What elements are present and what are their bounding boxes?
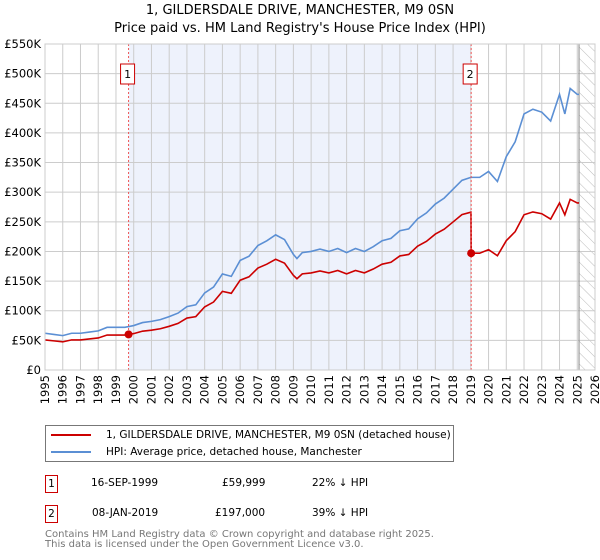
sale-row-2: 2 08-JAN-2019 £197,000 39% ↓ HPI <box>45 505 465 523</box>
legend: 1, GILDERSDALE DRIVE, MANCHESTER, M9 0SN… <box>45 425 454 462</box>
footer: Contains HM Land Registry data © Crown c… <box>45 530 434 550</box>
x-tick-label: 2026 <box>588 375 600 404</box>
price-chart: 1995 1996 1997 1998 1999 2000 2001 2002 2003 2004… <box>4 37 600 404</box>
x-tick-label: 2024 <box>553 375 567 404</box>
sale-price: £59,999 <box>222 477 266 489</box>
sale-row-1: 1 16-SEP-1999 £59,999 22% ↓ HPI <box>45 475 465 493</box>
sale-label-box-2 <box>462 63 478 85</box>
sale-marker-1: 1 <box>45 475 58 493</box>
y-tick-label: £300K <box>4 185 41 199</box>
sale-point-2 <box>467 249 476 258</box>
x-tick-label: 1999 <box>109 375 123 404</box>
y-tick-label: £100K <box>4 304 41 318</box>
sale-price: £197,000 <box>215 507 266 519</box>
x-tick-label: 1996 <box>56 375 70 404</box>
x-tick-label: 2011 <box>322 375 336 404</box>
sale-label-1: 1 <box>124 68 131 81</box>
x-tick-label: 2015 <box>393 375 407 404</box>
hpi-line <box>44 86 580 337</box>
x-tick-label: 2017 <box>428 375 442 404</box>
legend-item-hpi: HPI: Average price, detached house, Manc… <box>46 444 362 460</box>
x-tick-label: 2002 <box>162 375 176 404</box>
y-tick-label: £450K <box>4 96 41 110</box>
y-tick-label: £250K <box>4 215 41 229</box>
sale-period-shade <box>128 44 472 370</box>
y-tick-label: £0 <box>26 363 41 377</box>
x-tick-label: 2025 <box>570 375 584 404</box>
sale-point-1 <box>124 330 133 339</box>
x-tick-label: 2003 <box>180 375 194 404</box>
property-price-line <box>44 198 580 343</box>
x-tick-label: 2013 <box>357 375 371 404</box>
footer-line-2: This data is licensed under the Open Gov… <box>45 539 364 550</box>
x-tick-label: 2001 <box>144 375 158 404</box>
sale-delta: 39% ↓ HPI <box>312 507 369 519</box>
y-tick-label: £550K <box>4 37 41 51</box>
sale-date: 16-SEP-1999 <box>91 477 159 489</box>
x-tick-label: 2019 <box>464 375 478 404</box>
x-tick-label: 2020 <box>482 375 496 404</box>
y-tick-label: £350K <box>4 156 41 170</box>
title-line-1: 1, GILDERSDALE DRIVE, MANCHESTER, M9 0SN <box>145 3 455 18</box>
sale-label-2: 2 <box>467 68 474 81</box>
x-tick-label: 2018 <box>446 375 460 404</box>
legend-label-property: 1, GILDERSDALE DRIVE, MANCHESTER, M9 0SN… <box>106 429 451 441</box>
y-tick-label: £400K <box>4 126 41 140</box>
x-tick-label: 2000 <box>127 375 141 404</box>
x-tick-label: 2005 <box>215 375 229 404</box>
x-tick-label: 2023 <box>535 375 549 404</box>
y-tick-label: £150K <box>4 274 41 288</box>
footer-line-1: Contains HM Land Registry data © Crown c… <box>45 529 434 540</box>
x-tick-label: 2021 <box>499 375 513 404</box>
x-tick-label: 2009 <box>286 375 300 404</box>
forecast-hatch <box>579 44 595 370</box>
sale-delta: 22% ↓ HPI <box>312 477 369 489</box>
x-tick-label: 2006 <box>233 375 247 404</box>
plot-frame <box>44 43 596 371</box>
sale-date: 08-JAN-2019 <box>92 507 159 519</box>
x-tick-label: 2014 <box>375 375 389 404</box>
y-tick-label: £200K <box>4 244 41 258</box>
x-tick-label: 1997 <box>73 375 87 404</box>
x-tick-label: 2007 <box>251 375 265 404</box>
legend-swatch-property <box>51 434 91 436</box>
x-tick-label: 2012 <box>340 375 354 404</box>
x-tick-label: 2016 <box>411 375 425 404</box>
x-tick-label: 1995 <box>38 375 52 404</box>
x-tick-label: 2008 <box>269 375 283 404</box>
y-tick-label: £500K <box>4 67 41 81</box>
title-line-2: Price paid vs. HM Land Registry's House … <box>114 21 486 36</box>
legend-label-hpi: HPI: Average price, detached house, Manc… <box>106 446 362 458</box>
x-tick-label: 2010 <box>304 375 318 404</box>
sale-marker-2: 2 <box>45 505 58 523</box>
sale-label-box-1 <box>120 63 136 85</box>
x-tick-label: 2004 <box>198 375 212 404</box>
legend-swatch-hpi <box>51 451 91 453</box>
legend-item-property: 1, GILDERSDALE DRIVE, MANCHESTER, M9 0SN… <box>46 427 451 443</box>
x-tick-label: 1998 <box>91 375 105 404</box>
x-tick-label: 2022 <box>517 375 531 404</box>
chart-title: 1, GILDERSDALE DRIVE, MANCHESTER, M9 0SN… <box>0 2 600 38</box>
y-tick-label: £50K <box>12 333 42 347</box>
